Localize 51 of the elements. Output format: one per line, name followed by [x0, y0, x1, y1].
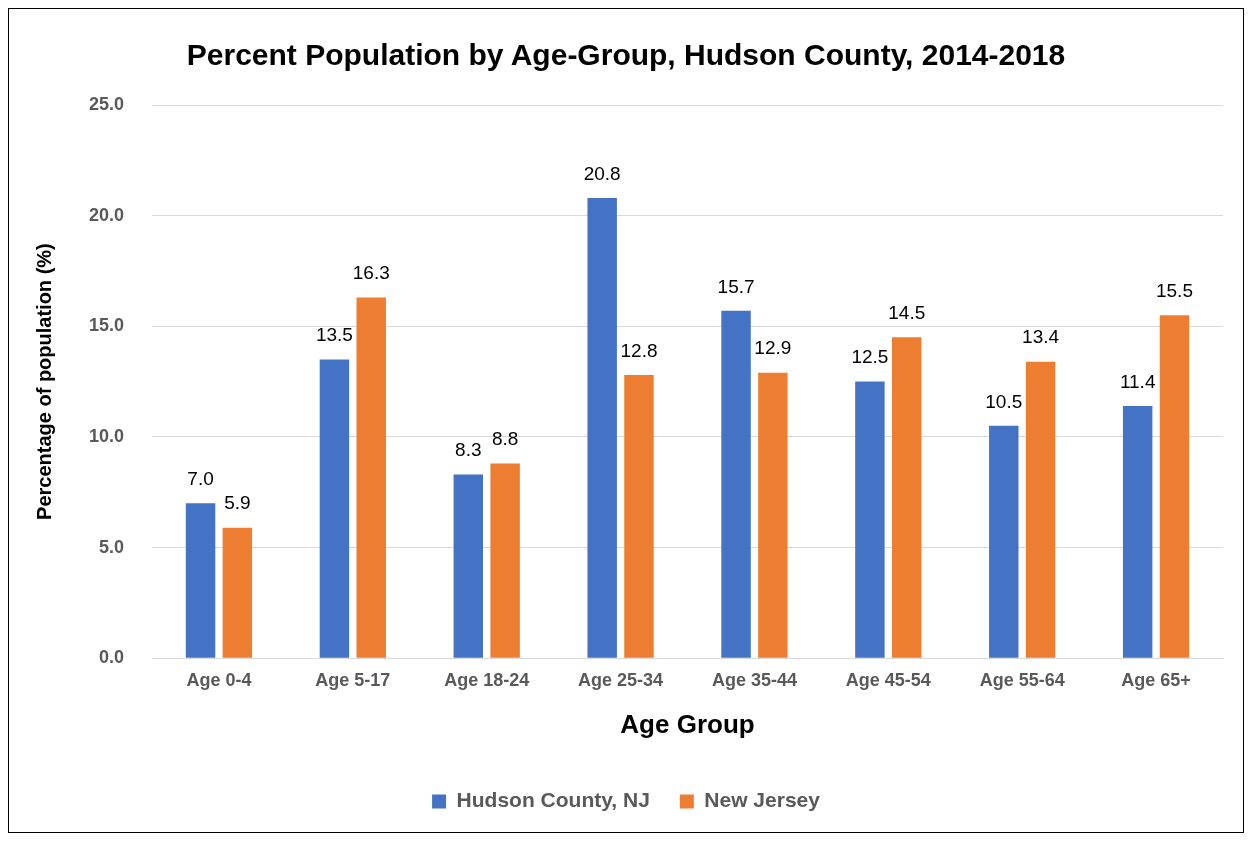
bar: [892, 337, 922, 658]
bar: [1122, 405, 1153, 658]
x-tick-label: Age 35-44: [711, 669, 797, 690]
bar: [758, 372, 788, 658]
data-label: 13.4: [1022, 326, 1060, 348]
x-tick-label: Age 5-17: [315, 669, 391, 690]
x-axis-title: Age Group: [620, 708, 755, 739]
data-label: 7.0: [187, 468, 214, 490]
bar: [185, 503, 216, 658]
data-label: 10.5: [985, 390, 1023, 412]
bar: [1159, 315, 1190, 658]
data-label: 16.3: [352, 262, 390, 284]
x-tick-label: Age 18-24: [444, 669, 530, 690]
data-label: 20.8: [583, 162, 621, 184]
y-tick-label: 5.0: [99, 536, 125, 557]
bar: [222, 527, 253, 658]
data-label: 5.9: [224, 492, 251, 514]
bar: [855, 381, 885, 658]
bar: [453, 474, 484, 658]
bar: [721, 310, 751, 658]
data-label: 15.5: [1155, 279, 1193, 301]
x-tick-label: Age 65+: [1121, 669, 1191, 690]
y-tick-label: 10.0: [88, 425, 125, 446]
data-label: 13.5: [315, 324, 353, 346]
data-label: 11.4: [1119, 370, 1156, 392]
y-tick-label: 15.0: [88, 315, 125, 336]
x-tick-label: Age 55-64: [979, 669, 1065, 690]
bar: [490, 463, 520, 658]
bar: [587, 197, 617, 658]
bar: [1025, 361, 1056, 658]
y-tick-label: 25.0: [88, 93, 125, 114]
data-label: 8.8: [491, 428, 519, 450]
x-tick-label: Age 25-34: [578, 669, 664, 690]
bar: [356, 297, 386, 658]
y-tick-label: 0.0: [99, 647, 125, 668]
y-tick-label: 20.0: [88, 204, 125, 225]
data-label: 12.8: [620, 339, 658, 361]
legend-label: Hudson County, NJ: [456, 788, 650, 812]
data-label: 12.9: [754, 337, 792, 359]
chart-title: Percent Population by Age-Group, Hudson County, 2014-2018: [186, 38, 1066, 72]
y-axis-title: Percentage of population (%): [32, 243, 55, 520]
bar: [989, 425, 1019, 658]
data-label: 15.7: [717, 275, 755, 297]
data-label: 14.5: [888, 302, 926, 324]
x-tick-label: Age 0-4: [186, 669, 252, 690]
bar: [319, 359, 350, 658]
data-label: 12.5: [851, 346, 889, 368]
x-tick-label: Age 45-54: [845, 669, 931, 690]
bar: [624, 374, 654, 658]
data-label: 8.3: [455, 439, 482, 461]
legend-label: New Jersey: [704, 788, 821, 812]
